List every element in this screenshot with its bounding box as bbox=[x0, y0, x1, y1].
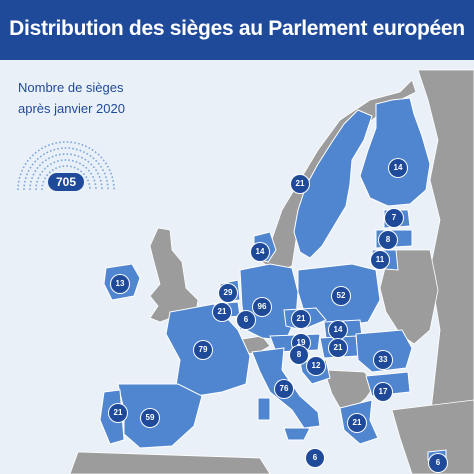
seat-badge-slovakia: 14 bbox=[329, 321, 347, 339]
uk-land bbox=[149, 227, 199, 323]
seat-badge-sweden: 21 bbox=[291, 175, 309, 193]
seat-badge-estonia: 7 bbox=[385, 209, 403, 227]
seat-badge-slovenia: 8 bbox=[290, 346, 308, 364]
seat-badge-romania: 33 bbox=[374, 351, 392, 369]
turkey-land bbox=[391, 399, 474, 474]
seat-badge-france: 79 bbox=[194, 341, 212, 359]
seat-badge-croatia: 12 bbox=[307, 357, 325, 375]
finland-shape bbox=[359, 97, 431, 207]
hemicycle-icon bbox=[17, 141, 115, 191]
europe-map bbox=[69, 69, 474, 474]
seat-badge-portugal: 21 bbox=[109, 404, 127, 422]
seat-badge-latvia: 8 bbox=[379, 231, 397, 249]
seat-badge-hungary: 21 bbox=[329, 339, 347, 357]
total-seats-badge: 705 bbox=[48, 173, 84, 191]
sweden-shape bbox=[293, 109, 373, 259]
seat-badge-belgium: 21 bbox=[213, 303, 231, 321]
legend-label-line1: Nombre de sièges bbox=[18, 80, 124, 95]
seat-badge-italy: 76 bbox=[275, 380, 293, 398]
spain-shape bbox=[117, 383, 203, 449]
seat-badge-greece: 21 bbox=[348, 414, 366, 432]
seat-badge-spain: 59 bbox=[141, 409, 159, 427]
seat-badge-ireland: 13 bbox=[111, 275, 129, 293]
seat-badge-czechia: 21 bbox=[292, 310, 310, 328]
seat-badge-poland: 52 bbox=[332, 287, 350, 305]
seat-badge-malta: 6 bbox=[306, 449, 324, 467]
seat-badge-cyprus: 6 bbox=[429, 454, 447, 472]
seat-badge-denmark: 14 bbox=[251, 243, 269, 261]
seat-badge-germany: 96 bbox=[253, 298, 271, 316]
seat-badge-bulgaria: 17 bbox=[374, 383, 392, 401]
sardinia-shape bbox=[257, 397, 271, 421]
legend-label-line2: après janvier 2020 bbox=[18, 101, 125, 116]
sicily-shape bbox=[283, 427, 311, 441]
north-africa-land bbox=[69, 451, 271, 474]
seat-badge-luxembourg: 6 bbox=[237, 311, 255, 329]
page-title: Distribution des sièges au Parlement eur… bbox=[9, 17, 465, 40]
seat-badge-finland: 14 bbox=[389, 159, 407, 177]
title-bar: Distribution des sièges au Parlement eur… bbox=[0, 0, 474, 60]
seat-badge-netherlands: 29 bbox=[219, 284, 237, 302]
seat-badge-lithuania: 11 bbox=[371, 251, 389, 269]
